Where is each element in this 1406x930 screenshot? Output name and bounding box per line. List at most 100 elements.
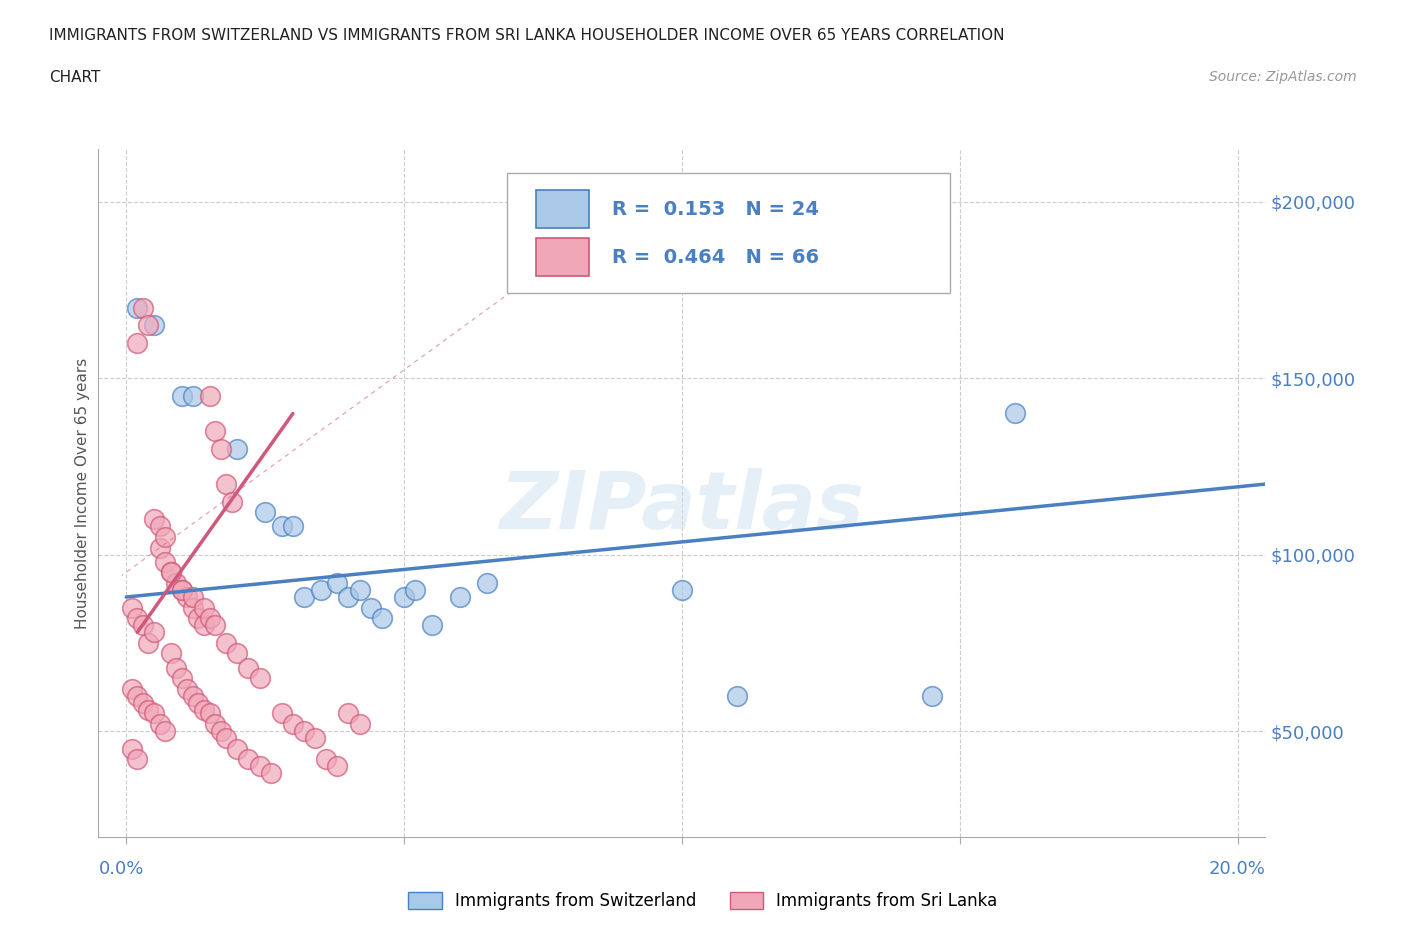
Point	[1004, 406, 1026, 421]
Text: 0.0%: 0.0%	[98, 860, 143, 878]
Text: IMMIGRANTS FROM SWITZERLAND VS IMMIGRANTS FROM SRI LANKA HOUSEHOLDER INCOME OVER: IMMIGRANTS FROM SWITZERLAND VS IMMIGRANT…	[49, 28, 1005, 43]
Point	[477, 576, 499, 591]
Point	[449, 590, 471, 604]
Point	[127, 611, 149, 626]
Legend: Immigrants from Switzerland, Immigrants from Sri Lanka: Immigrants from Switzerland, Immigrants …	[402, 885, 1004, 917]
Point	[270, 706, 292, 721]
Point	[392, 590, 415, 604]
Point	[309, 582, 332, 597]
Point	[226, 646, 249, 661]
Point	[187, 696, 209, 711]
Point	[209, 724, 232, 738]
Point	[138, 318, 160, 333]
Point	[181, 688, 204, 703]
Point	[181, 590, 204, 604]
Point	[349, 582, 371, 597]
Point	[138, 635, 160, 650]
Text: ZIPatlas: ZIPatlas	[499, 468, 865, 546]
Point	[292, 724, 315, 738]
Text: CHART: CHART	[49, 70, 101, 85]
Point	[127, 336, 149, 351]
Point	[121, 600, 143, 615]
Point	[198, 611, 221, 626]
Point	[349, 717, 371, 732]
Point	[404, 582, 426, 597]
Point	[226, 442, 249, 457]
Point	[187, 611, 209, 626]
Y-axis label: Householder Income Over 65 years: Householder Income Over 65 years	[75, 357, 90, 629]
Point	[159, 646, 181, 661]
Text: R =  0.464   N = 66: R = 0.464 N = 66	[612, 247, 820, 267]
Point	[204, 717, 226, 732]
Point	[215, 635, 238, 650]
Point	[238, 660, 260, 675]
Point	[221, 494, 243, 509]
Point	[170, 582, 193, 597]
Point	[176, 682, 198, 697]
Point	[165, 660, 187, 675]
Bar	[536, 190, 589, 228]
Point	[181, 389, 204, 404]
Point	[153, 724, 176, 738]
Point	[249, 759, 271, 774]
Bar	[536, 238, 589, 276]
Point	[170, 582, 193, 597]
Point	[420, 618, 443, 632]
Point	[148, 519, 170, 534]
Point	[143, 706, 166, 721]
Point	[204, 424, 226, 439]
Text: 20.0%: 20.0%	[1209, 860, 1265, 878]
Point	[159, 565, 181, 579]
Point	[270, 519, 292, 534]
Point	[226, 741, 249, 756]
Point	[132, 618, 155, 632]
Point	[371, 611, 394, 626]
Point	[121, 682, 143, 697]
Point	[193, 702, 215, 717]
Point	[170, 671, 193, 685]
Point	[153, 529, 176, 544]
Point	[148, 540, 170, 555]
Point	[921, 688, 943, 703]
Point	[292, 590, 315, 604]
Point	[326, 759, 349, 774]
Point	[127, 688, 149, 703]
Point	[198, 706, 221, 721]
Point	[215, 477, 238, 492]
Point	[143, 512, 166, 526]
Point	[281, 519, 304, 534]
Point	[193, 618, 215, 632]
Point	[315, 752, 337, 767]
Point	[215, 731, 238, 746]
Point	[153, 554, 176, 569]
Point	[727, 688, 749, 703]
Point	[132, 300, 155, 315]
Point	[204, 618, 226, 632]
Point	[209, 442, 232, 457]
Point	[260, 766, 283, 781]
Point	[326, 576, 349, 591]
Point	[337, 706, 360, 721]
Point	[238, 752, 260, 767]
Point	[254, 505, 277, 520]
Point	[337, 590, 360, 604]
Point	[143, 318, 166, 333]
Text: Source: ZipAtlas.com: Source: ZipAtlas.com	[1209, 70, 1357, 84]
Point	[148, 717, 170, 732]
Point	[304, 731, 326, 746]
Point	[165, 576, 187, 591]
Text: R =  0.153   N = 24: R = 0.153 N = 24	[612, 200, 818, 219]
Point	[181, 600, 204, 615]
Point	[127, 300, 149, 315]
Point	[176, 590, 198, 604]
Point	[193, 600, 215, 615]
Point	[198, 389, 221, 404]
Point	[170, 389, 193, 404]
Point	[360, 600, 382, 615]
Point	[281, 717, 304, 732]
Point	[143, 625, 166, 640]
Point	[132, 696, 155, 711]
Point	[127, 752, 149, 767]
Point	[249, 671, 271, 685]
Point	[121, 741, 143, 756]
